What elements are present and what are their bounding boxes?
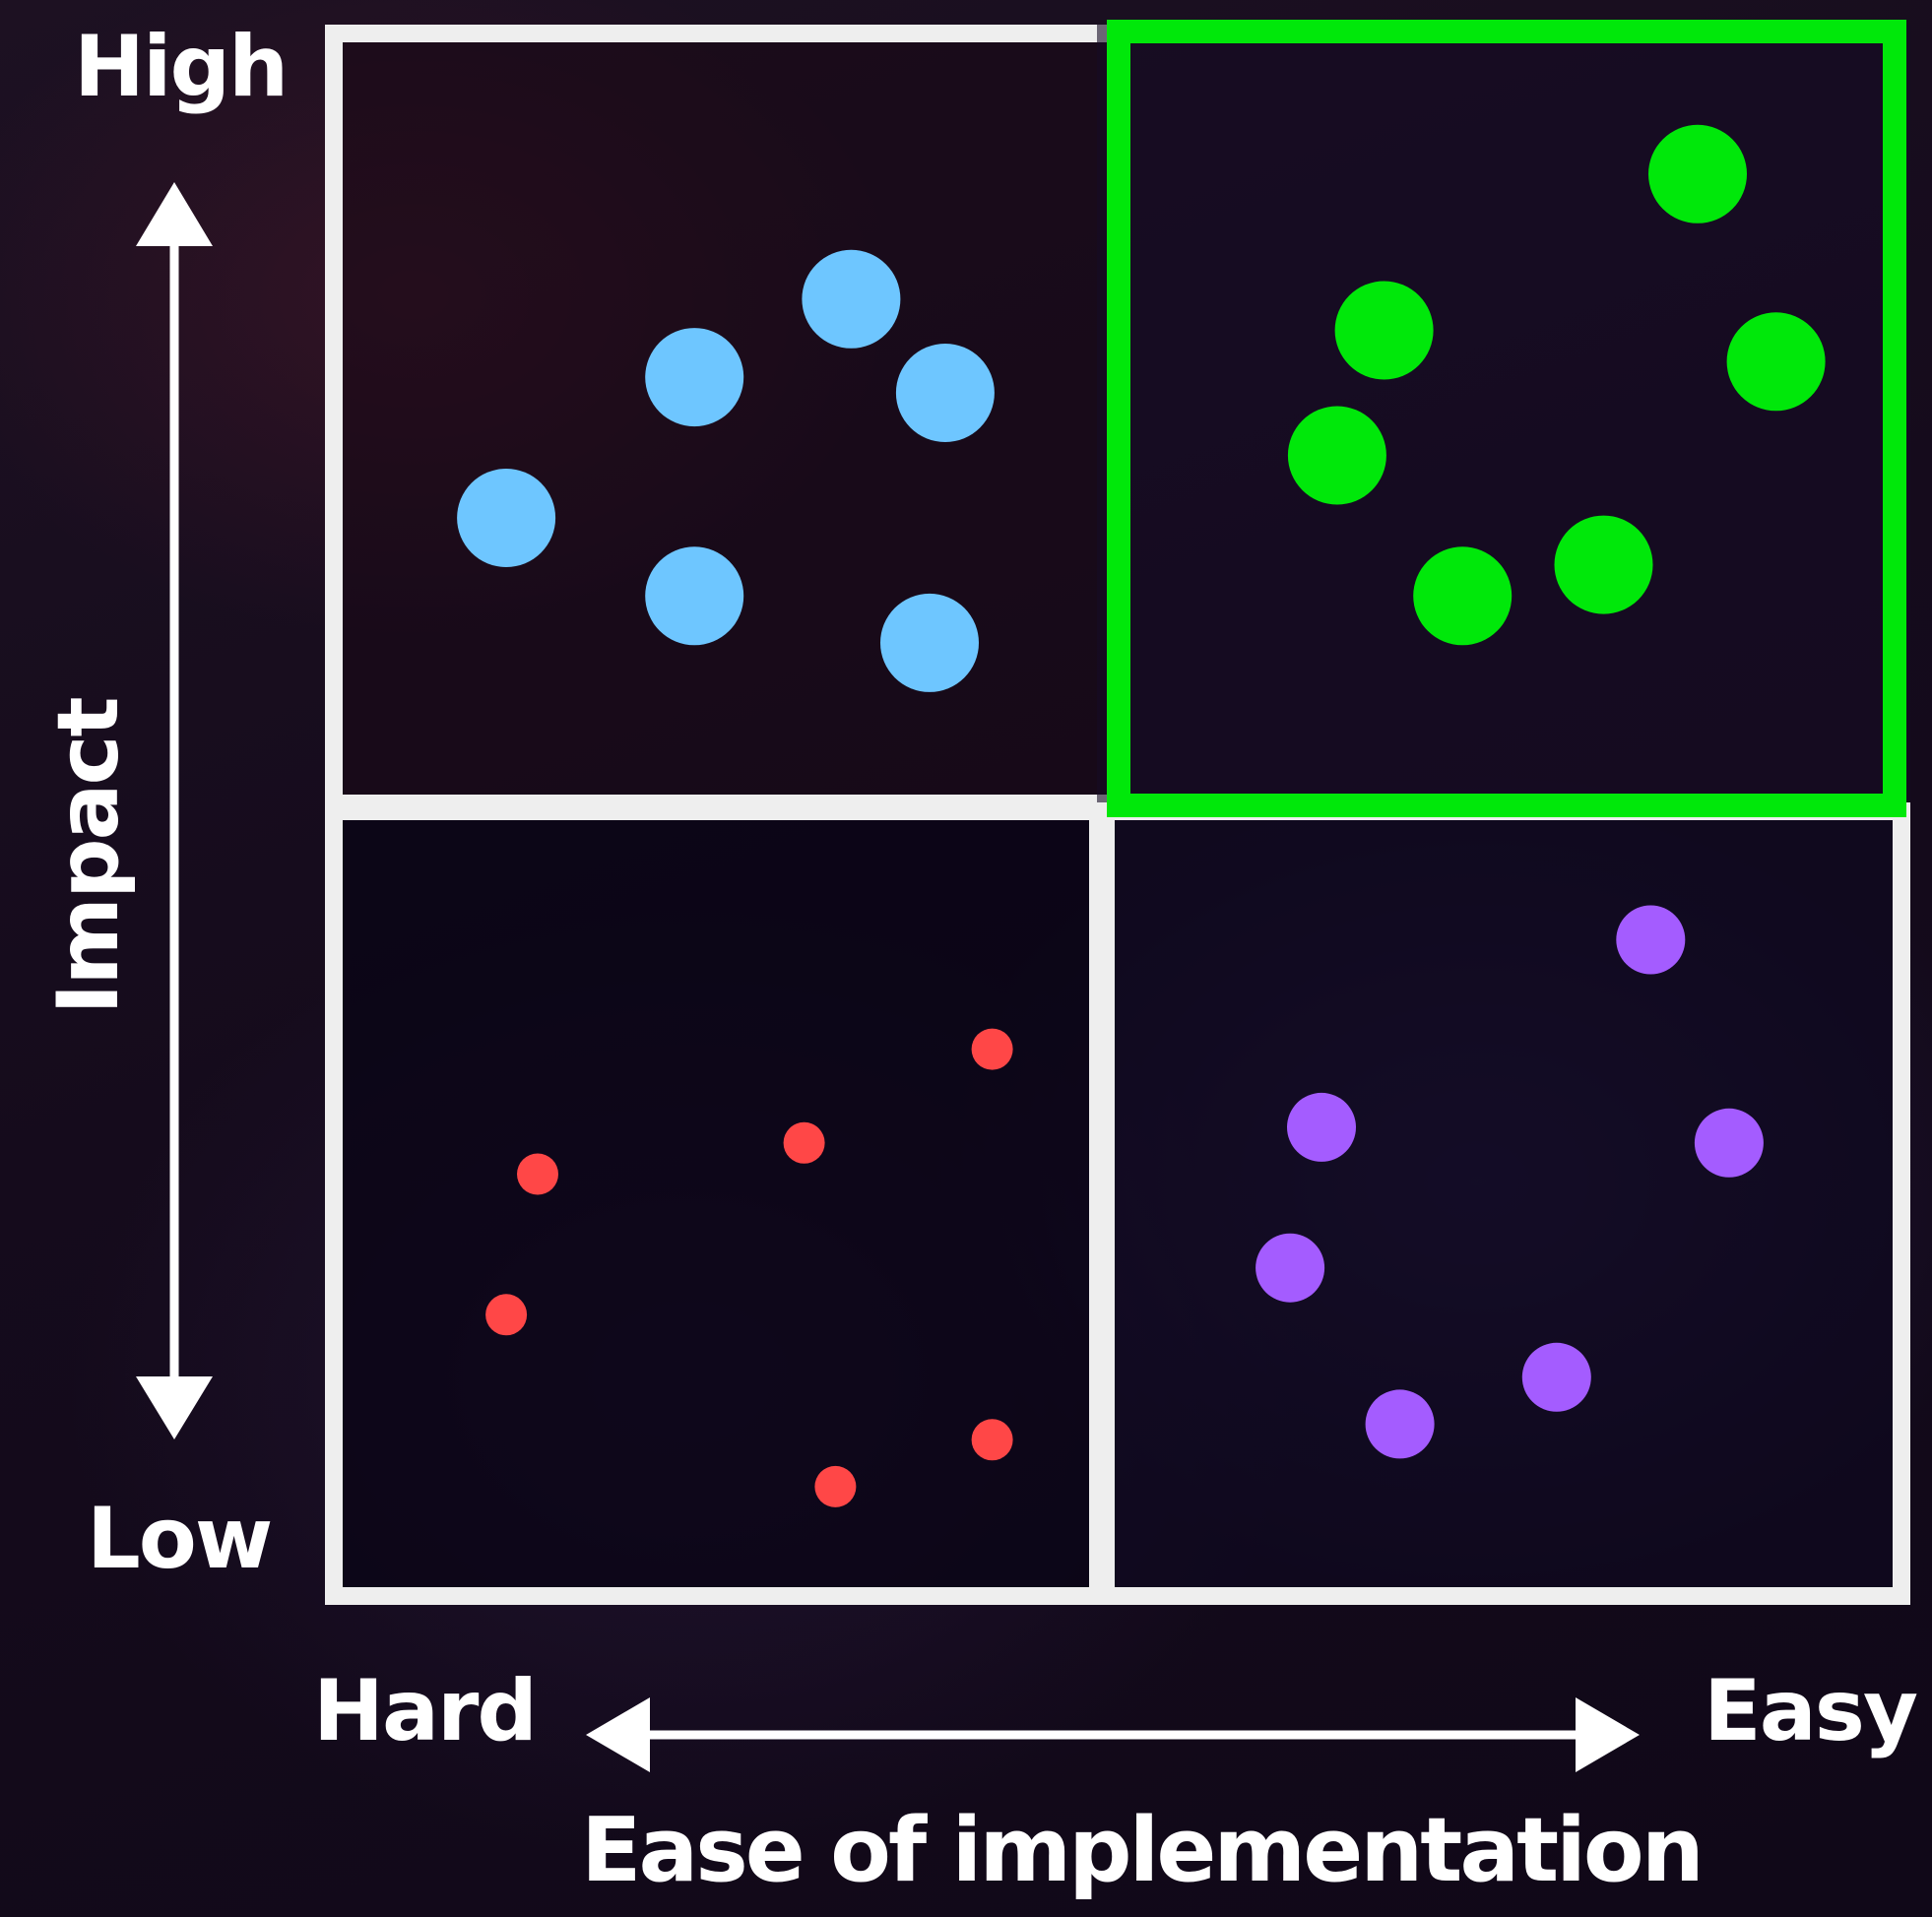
data-point: [1365, 1389, 1435, 1459]
data-point: [895, 344, 995, 442]
quadrant-top-right: [1097, 25, 1910, 812]
highlighted-quadrant-frame: [1107, 20, 1906, 817]
quadrant-bottom-left: [325, 802, 1107, 1605]
data-point: [1616, 905, 1686, 975]
y-axis-low-label: Low: [87, 1490, 273, 1588]
data-point: [645, 546, 744, 646]
data-point: [971, 1419, 1013, 1461]
data-point: [1726, 312, 1826, 412]
data-point: [971, 1028, 1013, 1070]
data-point: [1287, 1092, 1356, 1162]
data-point: [880, 593, 979, 692]
y-axis-title: Impact: [39, 698, 138, 1015]
data-point: [517, 1153, 558, 1195]
x-axis-title: Ease of implementation: [581, 1799, 1705, 1902]
data-point: [457, 469, 556, 567]
data-point: [802, 249, 901, 349]
data-point: [783, 1121, 825, 1164]
data-point: [645, 328, 744, 427]
data-point: [1694, 1108, 1764, 1178]
data-point: [485, 1294, 528, 1336]
data-point: [1521, 1342, 1591, 1412]
data-point: [1256, 1233, 1325, 1303]
x-axis-hard-label: Hard: [313, 1662, 538, 1760]
data-point: [1413, 546, 1513, 646]
x-axis-easy-label: Easy: [1704, 1662, 1918, 1760]
data-point: [1287, 406, 1386, 505]
data-point: [1554, 515, 1653, 614]
data-point: [814, 1465, 857, 1507]
y-axis-high-label: High: [74, 18, 289, 116]
data-point: [1648, 124, 1747, 224]
data-point: [1334, 281, 1434, 380]
